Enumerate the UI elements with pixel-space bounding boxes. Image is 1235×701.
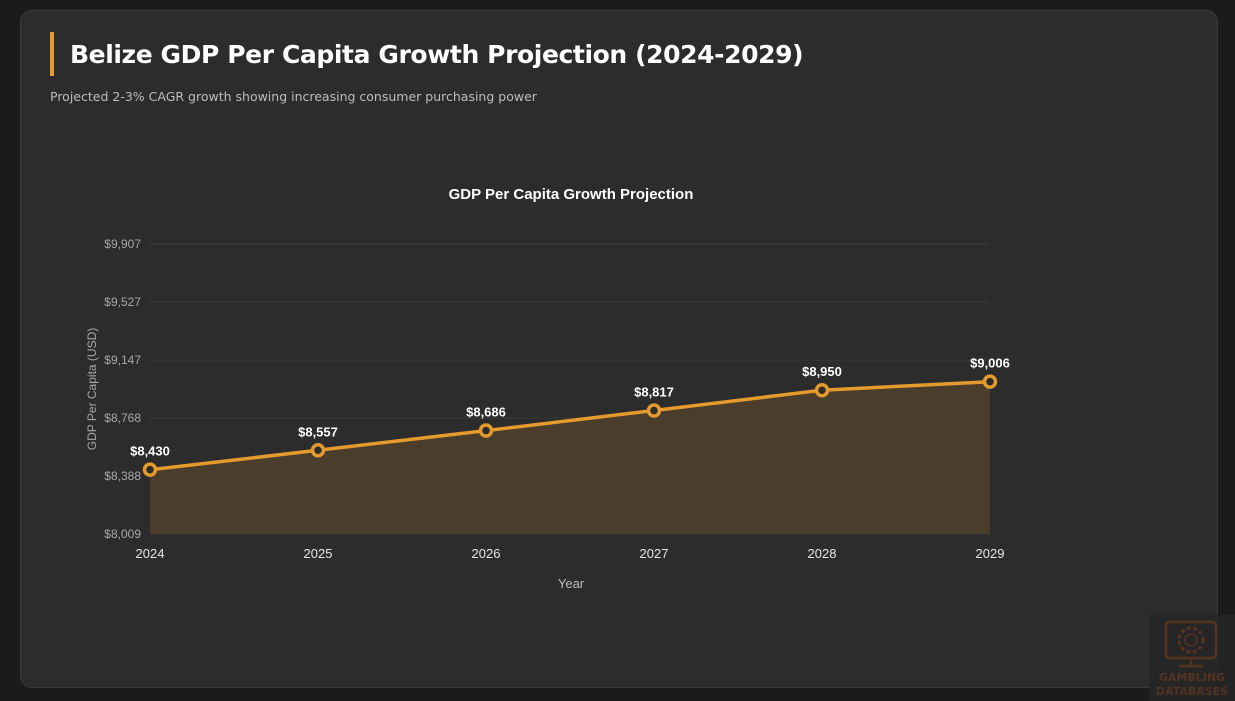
y-tick-label: $9,527 bbox=[104, 295, 141, 309]
page-title: Belize GDP Per Capita Growth Projection … bbox=[70, 39, 804, 69]
data-point bbox=[310, 443, 326, 458]
data-label: $8,817 bbox=[634, 385, 674, 400]
y-axis-title: GDP Per Capita (USD) bbox=[85, 328, 99, 450]
data-labels: $8,430 $8,557 $8,686 $8,817 $8,950 $9,006 bbox=[130, 356, 1010, 459]
data-point bbox=[142, 462, 158, 477]
page-subtitle: Projected 2-3% CAGR growth showing incre… bbox=[50, 89, 537, 104]
y-tick-label: $8,388 bbox=[104, 469, 141, 483]
y-axis-ticks: $8,009 $8,388 $8,768 $9,147 $9,527 $9,907 bbox=[104, 237, 141, 541]
data-point bbox=[478, 423, 494, 438]
watermark-line2: DATABASES bbox=[1155, 685, 1229, 698]
data-point bbox=[982, 374, 998, 389]
y-tick-label: $8,768 bbox=[104, 411, 141, 425]
series-line bbox=[149, 379, 991, 472]
y-tick-label: $9,907 bbox=[104, 237, 141, 251]
data-point bbox=[814, 382, 830, 398]
data-label: $9,006 bbox=[970, 356, 1010, 371]
x-tick-label: 2026 bbox=[472, 546, 501, 561]
monitor-poker-chip-icon bbox=[1164, 620, 1218, 668]
watermark-line1: GAMBLING bbox=[1158, 671, 1226, 684]
x-tick-label: 2028 bbox=[808, 546, 837, 561]
x-tick-label: 2027 bbox=[640, 546, 669, 561]
data-label: $8,686 bbox=[466, 405, 506, 420]
watermark-logo: GAMBLING DATABASES bbox=[1149, 615, 1235, 701]
x-tick-label: 2024 bbox=[136, 546, 165, 561]
chart-card bbox=[20, 10, 1218, 688]
data-points bbox=[142, 374, 998, 477]
data-point bbox=[646, 403, 662, 418]
x-axis-ticks: 2024 2025 2026 2027 2028 2029 bbox=[136, 546, 1005, 561]
data-label: $8,557 bbox=[298, 424, 338, 439]
x-tick-label: 2029 bbox=[976, 546, 1005, 561]
x-axis-title: Year bbox=[558, 576, 585, 591]
data-label: $8,430 bbox=[130, 444, 170, 459]
area-fill bbox=[150, 381, 990, 534]
data-label: $8,950 bbox=[802, 364, 842, 379]
y-tick-label: $8,009 bbox=[104, 527, 141, 541]
title-block: Belize GDP Per Capita Growth Projection … bbox=[50, 32, 804, 76]
x-tick-label: 2025 bbox=[304, 546, 333, 561]
y-tick-label: $9,147 bbox=[104, 353, 141, 367]
chart-title: GDP Per Capita Growth Projection bbox=[449, 186, 694, 203]
